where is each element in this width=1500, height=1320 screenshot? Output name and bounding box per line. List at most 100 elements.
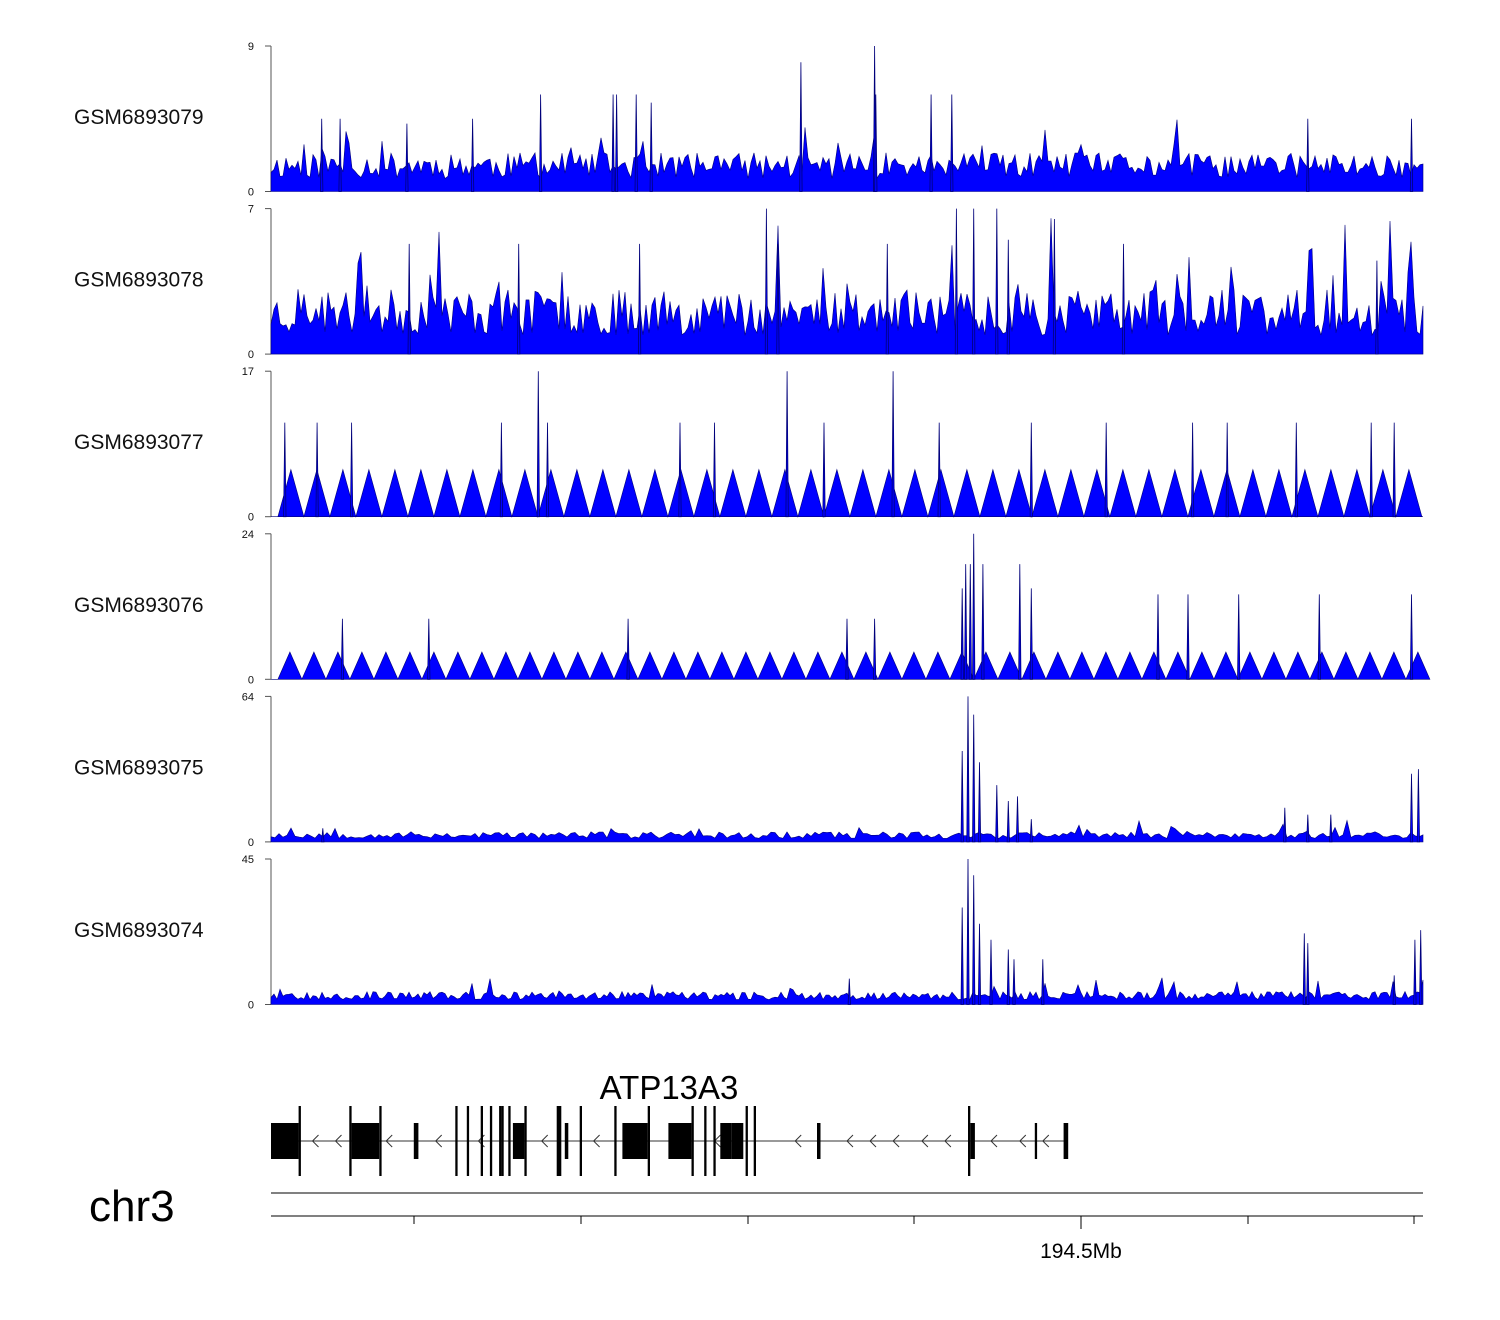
coverage-peak bbox=[972, 208, 976, 355]
coverage-peak bbox=[649, 102, 653, 192]
track-GSM6893077: GSM6893077 17 0 bbox=[74, 366, 1423, 524]
gene-label: ATP13A3 bbox=[600, 1069, 739, 1106]
coverage-peak bbox=[1029, 588, 1033, 680]
gene-exon bbox=[298, 1106, 301, 1176]
coverage-peak bbox=[499, 422, 504, 518]
coverage-peak bbox=[637, 243, 642, 355]
strand-arrow bbox=[846, 1134, 854, 1148]
strand-arrow bbox=[385, 1134, 393, 1148]
coverage-peak bbox=[972, 875, 976, 1005]
gene-exon bbox=[1063, 1123, 1069, 1159]
strand-arrow bbox=[921, 1134, 929, 1148]
gene-exon bbox=[349, 1106, 352, 1176]
coverage-peak bbox=[1392, 975, 1396, 1005]
coverage-peak bbox=[1302, 933, 1306, 1005]
strand-arrow bbox=[990, 1134, 998, 1148]
coverage-peak bbox=[1375, 260, 1379, 355]
coverage-peak bbox=[785, 371, 789, 518]
coverage-peak bbox=[283, 422, 287, 518]
y-tick-label-max: 17 bbox=[242, 366, 254, 378]
coverage-peak bbox=[1012, 959, 1016, 1005]
coverage-peak bbox=[626, 618, 630, 680]
y-tick-label-max: 7 bbox=[248, 204, 254, 216]
coverage-peak bbox=[1413, 939, 1417, 1005]
coverage-tracks: GSM689307990GSM689307870GSM6893077170GSM… bbox=[74, 41, 1431, 1012]
coverage-peak bbox=[1409, 773, 1414, 843]
gene-exons bbox=[271, 1106, 1069, 1176]
coverage-peak bbox=[977, 762, 982, 843]
coverage-peak bbox=[995, 208, 999, 355]
gene-exon bbox=[817, 1123, 821, 1159]
coverage-peak bbox=[874, 94, 878, 192]
coverage-peak bbox=[764, 208, 769, 355]
coverage-peak bbox=[407, 243, 411, 355]
coverage-peak bbox=[611, 94, 615, 192]
y-tick-label-max: 64 bbox=[242, 691, 254, 703]
chromosome-label: chr3 bbox=[89, 1182, 175, 1231]
coverage-peak bbox=[847, 978, 851, 1005]
track-label: GSM6893078 bbox=[74, 269, 204, 292]
coverage-peak bbox=[1006, 239, 1010, 355]
gene-exon bbox=[691, 1106, 694, 1176]
coverage-peak bbox=[954, 208, 959, 355]
coverage-peak bbox=[960, 588, 964, 680]
coverage-peak bbox=[989, 939, 993, 1005]
gene-exon bbox=[647, 1106, 650, 1176]
coverage-peak bbox=[1006, 949, 1010, 1005]
coverage-peak bbox=[1006, 800, 1010, 843]
track-label: GSM6893074 bbox=[74, 919, 204, 942]
coverage-area bbox=[270, 819, 1424, 843]
coverage-peak bbox=[1416, 769, 1421, 843]
coverage-peak bbox=[822, 422, 826, 518]
gene-exon bbox=[731, 1123, 744, 1159]
coverage-peak bbox=[1052, 218, 1057, 355]
y-tick-label-max: 45 bbox=[242, 854, 254, 866]
coverage-peak bbox=[1029, 819, 1033, 843]
coverage-peak bbox=[1104, 422, 1108, 518]
coverage-area bbox=[270, 977, 1424, 1005]
y-tick-label-min: 0 bbox=[248, 1000, 254, 1012]
coverage-peak bbox=[1409, 594, 1414, 680]
gene-exon bbox=[512, 1123, 525, 1159]
strand-arrow bbox=[334, 1134, 342, 1148]
gene-exon bbox=[1034, 1123, 1038, 1159]
coverage-peak bbox=[872, 618, 877, 680]
gene-exon bbox=[466, 1106, 470, 1176]
coverage-peak bbox=[995, 785, 999, 843]
coverage-peak bbox=[1186, 594, 1190, 680]
coverage-peak bbox=[776, 243, 780, 355]
coverage-peak bbox=[929, 94, 933, 192]
coverage-area bbox=[270, 119, 1424, 192]
axis-major-tick-label: 194.5Mb bbox=[1040, 1240, 1122, 1263]
track-GSM6893076: GSM6893076 24 0 bbox=[74, 529, 1431, 686]
gene-exon bbox=[579, 1106, 582, 1176]
coverage-peak bbox=[799, 62, 803, 192]
coverage-peak bbox=[1015, 796, 1020, 843]
coverage-peak bbox=[891, 371, 895, 518]
coverage-peak bbox=[338, 118, 342, 192]
y-tick-label-min: 0 bbox=[248, 837, 254, 849]
track-label: GSM6893075 bbox=[74, 756, 204, 779]
gene-model-track: ATP13A3 bbox=[271, 1069, 1069, 1176]
coverage-peak bbox=[320, 118, 324, 192]
gene-exon bbox=[271, 1123, 299, 1159]
coverage-peak bbox=[1329, 814, 1333, 843]
coverage-peak bbox=[1190, 422, 1195, 518]
coverage-peak bbox=[427, 618, 431, 680]
coverage-peak bbox=[470, 118, 475, 192]
coverage-peak bbox=[1306, 943, 1310, 1005]
coverage-peak bbox=[885, 243, 889, 355]
coverage-peak bbox=[960, 750, 964, 843]
gene-exon bbox=[564, 1123, 569, 1159]
gene-exon bbox=[379, 1106, 382, 1176]
coverage-peak bbox=[1419, 930, 1423, 1005]
coverage-peak bbox=[349, 422, 354, 518]
coverage-peak bbox=[972, 714, 976, 843]
gene-exon bbox=[508, 1106, 511, 1176]
y-tick-label-min: 0 bbox=[248, 349, 254, 361]
coverage-peak bbox=[1237, 594, 1241, 680]
coverage-peak bbox=[321, 828, 325, 843]
coverage-peak bbox=[634, 94, 638, 192]
gene-exon bbox=[704, 1106, 707, 1176]
gene-exon bbox=[713, 1106, 716, 1176]
